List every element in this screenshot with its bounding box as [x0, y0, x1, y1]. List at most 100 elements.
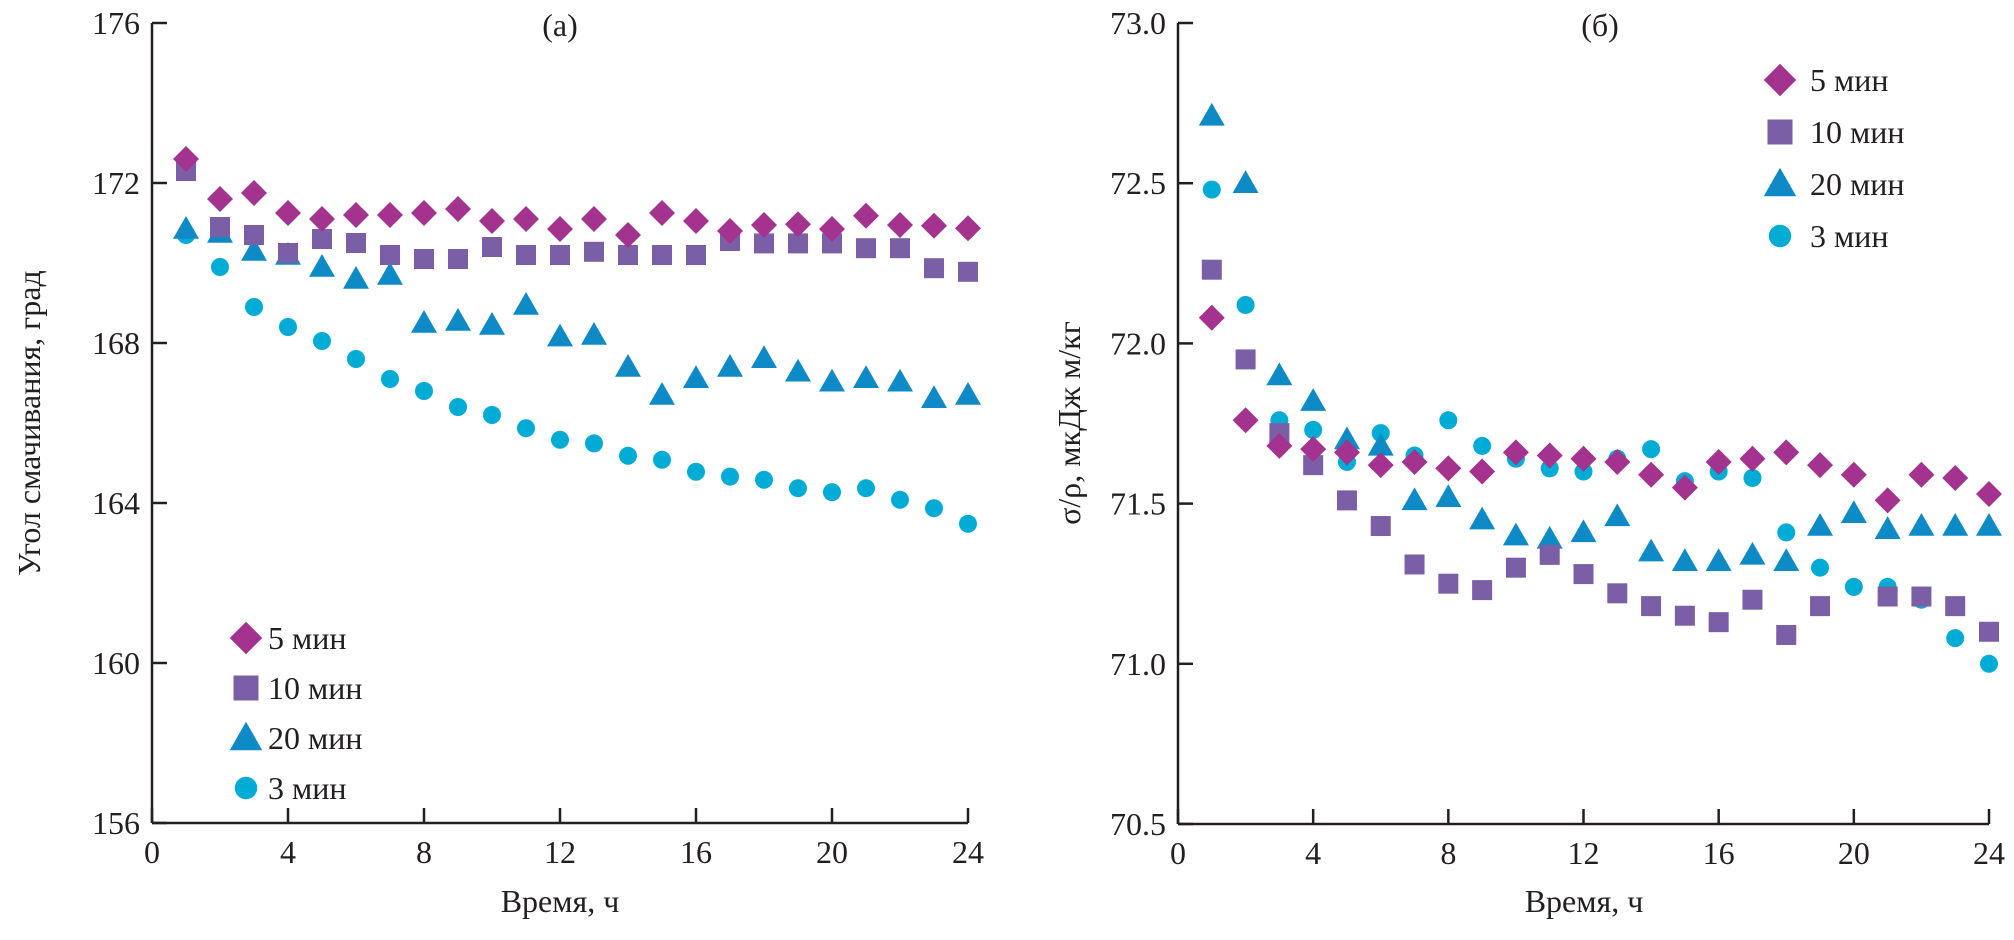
legend-label-20min: 20 мин: [268, 720, 363, 756]
data-point-5min: [819, 216, 845, 242]
x-tick-label: 12: [1568, 835, 1600, 871]
x-tick-label: 24: [1973, 835, 2005, 871]
data-point-10min: [1472, 580, 1493, 601]
data-point-20min: [751, 345, 777, 368]
data-point-5min: [717, 218, 743, 244]
legend: 5 мин 10 мин 20 мин 3 мин: [229, 620, 363, 806]
data-point-10min: [754, 233, 774, 254]
data-point-5min: [479, 208, 505, 234]
data-point-5min: [751, 212, 777, 238]
data-point-5min: [955, 215, 981, 242]
data-point-5min: [1232, 407, 1259, 434]
x-tick-label: 24: [952, 834, 984, 870]
data-point-3min: [211, 258, 229, 276]
data-point-10min: [1945, 596, 1966, 617]
legend-marker-3min: [234, 776, 258, 800]
data-point-5min: [1401, 448, 1428, 475]
legend-label-20min: 20 мин: [1810, 166, 1905, 202]
x-tick-label: 8: [1440, 835, 1456, 871]
data-point-3min: [1844, 577, 1863, 596]
data-point-10min: [482, 237, 502, 257]
data-point-20min: [343, 266, 369, 289]
legend-marker-5min: [229, 621, 263, 655]
data-point-20min: [479, 312, 505, 335]
data-point-20min: [1300, 388, 1327, 411]
data-point-5min: [581, 206, 607, 232]
data-point-5min: [377, 202, 403, 228]
data-point-20min: [1536, 525, 1563, 549]
data-point-5min: [309, 206, 335, 232]
data-point-20min: [1840, 500, 1867, 523]
x-tick-label: 8: [416, 834, 432, 870]
series-20min: [1198, 102, 2002, 572]
data-point-5min: [1773, 439, 1800, 466]
data-point-20min: [785, 358, 811, 382]
data-point-3min: [415, 382, 433, 400]
data-point-5min: [241, 180, 267, 206]
data-point-20min: [1570, 519, 1597, 543]
data-point-5min: [649, 200, 675, 226]
data-point-3min: [823, 483, 841, 502]
data-point-20min: [173, 216, 199, 239]
data-point-3min: [1811, 558, 1830, 577]
x-axis-label-a: Время, ч: [501, 883, 620, 919]
data-point-20min: [1266, 362, 1293, 386]
data-point-10min: [380, 245, 400, 265]
data-point-5min: [513, 206, 539, 232]
data-point-20min: [411, 310, 437, 333]
data-point-5min: [343, 202, 369, 228]
data-point-5min: [1705, 448, 1732, 475]
data-point-10min: [516, 245, 536, 265]
data-point-20min: [1232, 170, 1259, 193]
data-point-10min: [1674, 605, 1695, 626]
data-point-20min: [1874, 516, 1901, 539]
data-point-20min: [1773, 548, 1800, 572]
data-point-5min: [1502, 439, 1529, 466]
data-point-10min: [1573, 564, 1594, 585]
data-point-3min: [1743, 468, 1762, 487]
y-axis-label-b: σ/ρ, мкДж м/кг: [1051, 321, 1087, 525]
data-point-20min: [1671, 548, 1698, 572]
legend-marker-10min: [233, 675, 259, 701]
data-point-10min: [856, 238, 876, 259]
data-point-20min: [1401, 487, 1428, 511]
x-tick-label: 0: [1170, 835, 1186, 871]
data-point-10min: [1539, 544, 1560, 565]
data-point-3min: [1946, 629, 1965, 648]
legend-marker-20min: [229, 721, 263, 751]
legend-marker-20min: [1763, 167, 1797, 197]
data-point-5min: [275, 200, 301, 226]
data-point-5min: [1469, 458, 1496, 485]
data-point-3min: [279, 318, 297, 336]
data-point-3min: [585, 434, 603, 453]
data-point-3min: [653, 450, 671, 469]
data-point-20min: [581, 322, 607, 345]
series-20min: [173, 216, 981, 408]
data-point-5min: [1840, 461, 1867, 488]
data-point-20min: [1502, 522, 1529, 546]
data-point-3min: [551, 430, 569, 449]
data-point-20min: [1976, 513, 2002, 536]
data-point-3min: [619, 446, 637, 465]
data-point-20min: [615, 354, 641, 377]
y-tick-label: 164: [92, 485, 140, 521]
data-point-5min: [1367, 452, 1394, 479]
data-point-10min: [1742, 589, 1763, 610]
data-point-20min: [513, 292, 539, 315]
data-point-10min: [958, 261, 978, 282]
data-point-3min: [1304, 420, 1323, 439]
data-point-3min: [1777, 523, 1796, 542]
data-point-10min: [686, 245, 706, 265]
data-point-20min: [1604, 503, 1631, 527]
data-point-3min: [925, 499, 943, 518]
data-point-5min: [411, 200, 437, 226]
y-tick-label: 72.5: [1110, 165, 1166, 201]
data-point-3min: [687, 462, 705, 481]
data-point-10min: [1370, 516, 1391, 537]
panel-label-a: (а): [542, 7, 578, 43]
x-tick-label: 16: [680, 834, 712, 870]
data-point-20min: [1638, 538, 1665, 562]
y-tick-label: 72.0: [1110, 325, 1166, 361]
data-point-20min: [1198, 102, 1225, 126]
data-point-10min: [924, 258, 944, 279]
